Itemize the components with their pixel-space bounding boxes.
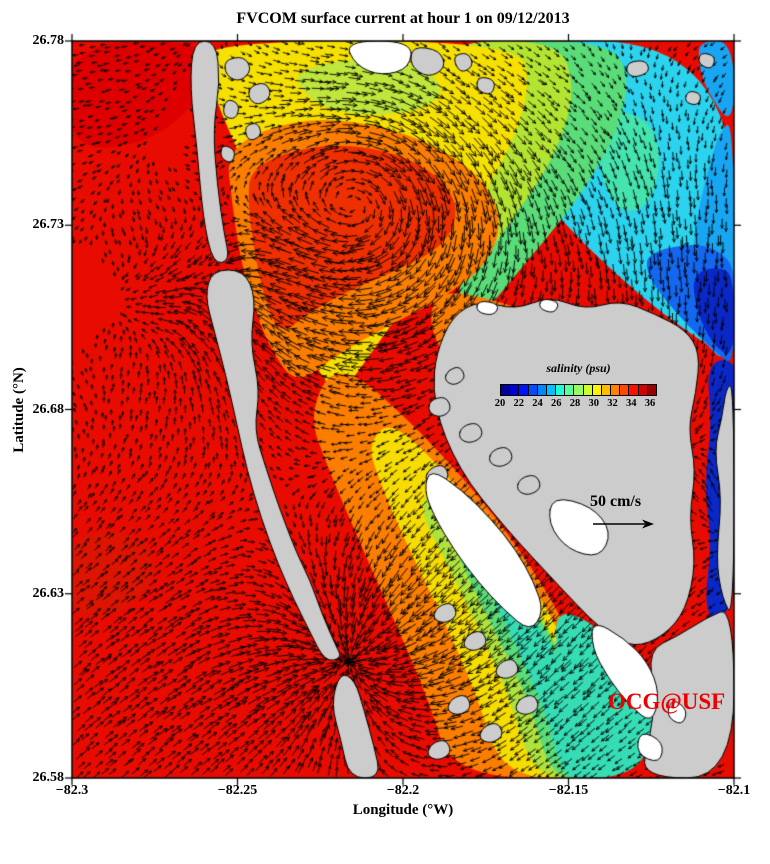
colorbar-segment bbox=[629, 385, 639, 395]
colorbar-tick-label: 36 bbox=[644, 398, 656, 409]
colorbar-segment bbox=[647, 385, 656, 395]
watermark: OCG@USF bbox=[608, 689, 726, 714]
y-tick-label: 26.73 bbox=[32, 217, 65, 233]
colorbar-segment bbox=[546, 385, 557, 395]
colorbar-tick-label: 32 bbox=[607, 398, 618, 409]
colorbar-tick-label: 24 bbox=[532, 398, 543, 409]
colorbar-segment bbox=[574, 385, 584, 395]
colorbar-segment bbox=[583, 385, 593, 395]
colorbar-tick-label: 28 bbox=[569, 398, 581, 409]
x-tick-label: −82.2 bbox=[386, 783, 420, 798]
x-axis-label: Longitude (°W) bbox=[352, 802, 454, 818]
chart-title: FVCOM surface current at hour 1 on 09/12… bbox=[236, 10, 570, 27]
colorbar-segment bbox=[592, 385, 602, 395]
colorbar-tick-label: 34 bbox=[626, 398, 637, 409]
colorbar-tick-label: 26 bbox=[551, 398, 562, 409]
colorbar-segment bbox=[510, 385, 520, 395]
colorbar-segment bbox=[638, 385, 648, 395]
colorbar-segment bbox=[519, 385, 529, 395]
x-tick-label: −82.15 bbox=[548, 783, 589, 798]
x-tick-label: −82.1 bbox=[717, 783, 751, 798]
colorbar-title: salinity (psu) bbox=[546, 361, 611, 375]
y-tick-label: 26.68 bbox=[32, 401, 65, 417]
colorbar-tick-label: 22 bbox=[513, 398, 525, 409]
colorbar-segment bbox=[611, 385, 621, 395]
colorbar-segment bbox=[528, 385, 538, 395]
y-tick-label: 26.63 bbox=[32, 585, 65, 601]
y-tick-label: 26.78 bbox=[32, 33, 65, 48]
colorbar-segment bbox=[601, 385, 612, 395]
scale-arrow-label: 50 cm/s bbox=[590, 493, 642, 510]
colorbar-segment bbox=[501, 385, 511, 395]
y-tick-label: 26.58 bbox=[32, 770, 65, 785]
colorbar-segment bbox=[556, 385, 566, 395]
scale-arrow-icon bbox=[593, 519, 654, 529]
colorbar-segment bbox=[537, 385, 547, 395]
x-tick-label: −82.3 bbox=[55, 783, 89, 798]
colorbar-segment bbox=[620, 385, 630, 395]
x-tick-label: −82.25 bbox=[217, 783, 258, 798]
colorbar-tick-label: 20 bbox=[494, 398, 506, 409]
colorbar-segment bbox=[565, 385, 575, 395]
colorbar-tick-label: 30 bbox=[588, 398, 600, 409]
colorbar bbox=[500, 384, 657, 396]
